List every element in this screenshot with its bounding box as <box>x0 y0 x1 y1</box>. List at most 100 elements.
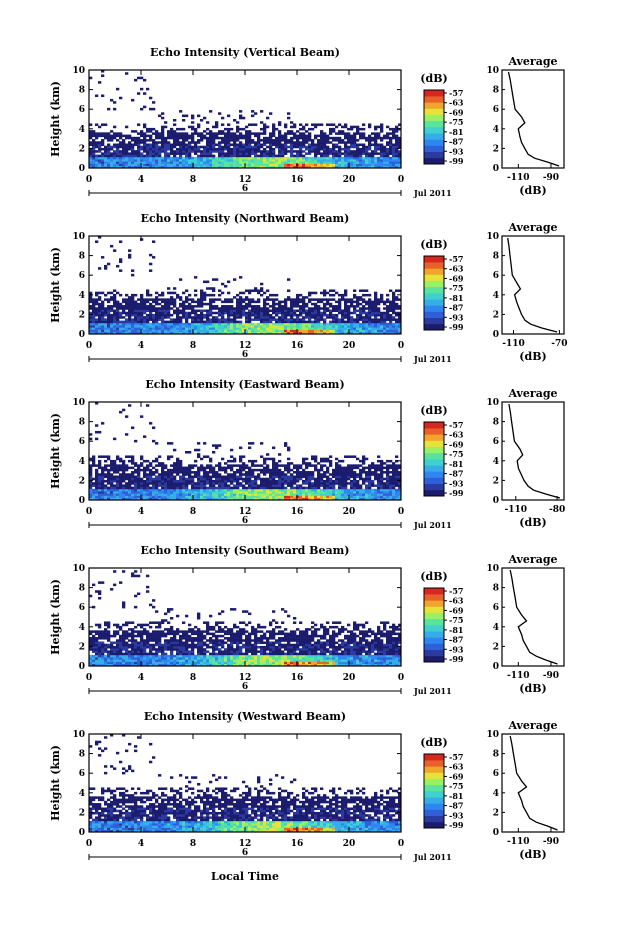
heatmap-cell <box>203 134 207 138</box>
heatmap-cell <box>146 468 150 472</box>
heatmap-cell <box>182 486 186 490</box>
heatmap-cell <box>95 491 99 494</box>
heatmap-cell <box>329 293 333 297</box>
heatmap-cell <box>194 491 198 494</box>
heatmap-cell <box>329 156 333 160</box>
heatmap-cell <box>311 484 315 487</box>
heatmap-cell <box>98 322 102 326</box>
heatmap-cell <box>263 479 267 483</box>
heatmap-cell <box>308 484 312 487</box>
heatmap-cell <box>149 305 153 308</box>
heatmap-cell <box>146 145 150 149</box>
heatmap-cell <box>275 165 279 169</box>
heatmap-cell <box>170 127 174 131</box>
heatmap-cell <box>140 488 144 492</box>
heatmap-cell <box>113 156 117 160</box>
heatmap-cell <box>365 327 369 330</box>
heatmap-cell <box>377 163 381 167</box>
heatmap-cell <box>158 484 162 487</box>
heatmap-cell <box>386 154 390 158</box>
heatmap-cell <box>104 493 108 496</box>
heatmap-cell <box>263 320 267 324</box>
heatmap-cell <box>275 163 279 167</box>
heatmap-cell <box>92 493 96 496</box>
heatmap-cell <box>386 495 390 499</box>
heatmap-cell <box>170 165 174 169</box>
heatmap-cell <box>230 322 234 326</box>
heatmap-cell <box>302 145 306 149</box>
heatmap-cell <box>296 293 300 297</box>
heatmap-cell <box>176 132 180 135</box>
heatmap-cell <box>386 147 390 151</box>
heatmap-cell <box>308 293 312 297</box>
heatmap-cell <box>257 161 261 164</box>
heatmap-cell <box>251 305 255 308</box>
heatmap-cell <box>218 464 222 467</box>
heatmap-cell <box>122 462 126 465</box>
heatmap-cell <box>167 145 171 149</box>
heatmap-cell <box>245 318 249 321</box>
heatmap-cell <box>269 497 273 501</box>
heatmap-cell <box>107 291 111 295</box>
heatmap-cell <box>257 307 261 310</box>
heatmap-cell <box>167 134 171 138</box>
heatmap-cell <box>359 475 363 479</box>
heatmap-cell <box>212 320 216 324</box>
heatmap-cell <box>302 132 306 135</box>
heatmap-cell <box>128 143 132 147</box>
heatmap-cell <box>209 132 213 135</box>
heatmap-cell <box>101 132 105 135</box>
heatmap-cell <box>392 152 396 155</box>
heatmap-cell <box>191 134 195 138</box>
heatmap-cell <box>212 495 216 499</box>
heatmap-cell <box>140 307 144 310</box>
heatmap-cell <box>281 163 285 167</box>
heatmap-cell <box>284 159 288 162</box>
heatmap-cell <box>242 154 246 158</box>
heatmap-cell <box>269 495 273 499</box>
heatmap-cell <box>89 325 93 328</box>
heatmap-cell <box>209 477 213 481</box>
heatmap-cell <box>353 165 357 169</box>
heatmap-cell <box>290 307 294 310</box>
heatmap-cell <box>200 298 204 301</box>
heatmap-cell <box>188 325 192 328</box>
heatmap-cell <box>332 313 336 317</box>
heatmap-cell <box>284 309 288 313</box>
heatmap-cell <box>125 145 129 149</box>
heatmap-cell <box>140 329 144 333</box>
heatmap-cell <box>395 495 399 499</box>
heatmap-cell <box>230 318 234 321</box>
heatmap-cell <box>209 136 213 140</box>
heatmap-cell <box>320 459 324 463</box>
heatmap-cell <box>248 159 252 162</box>
heatmap-cell <box>266 296 270 299</box>
heatmap-cell <box>233 163 237 167</box>
heatmap-cell <box>338 311 342 315</box>
heatmap-cell <box>116 320 120 324</box>
heatmap-cell <box>239 296 243 299</box>
heatmap-cell <box>119 302 123 306</box>
heatmap-cell <box>101 305 105 308</box>
heatmap-cell <box>320 130 324 133</box>
heatmap-cell <box>368 141 372 144</box>
heatmap-cell <box>89 156 93 160</box>
heatmap-cell <box>152 327 156 330</box>
heatmap-cell <box>122 309 126 313</box>
heatmap-cell <box>344 163 348 167</box>
heatmap-cell <box>152 147 156 151</box>
heatmap-cell <box>233 464 237 467</box>
heatmap-cell <box>386 307 390 310</box>
heatmap-cell <box>275 331 279 335</box>
heatmap-cell <box>182 139 186 142</box>
heatmap-cell <box>275 471 279 474</box>
heatmap-cell <box>230 320 234 324</box>
heatmap-cell <box>257 289 261 292</box>
heatmap-cell <box>293 136 297 140</box>
heatmap-cell <box>272 477 276 481</box>
heatmap-cell <box>98 316 102 319</box>
heatmap-cell <box>311 331 315 335</box>
heatmap-cell <box>152 329 156 333</box>
heatmap-cell <box>353 141 357 144</box>
heatmap-cell <box>113 161 117 164</box>
